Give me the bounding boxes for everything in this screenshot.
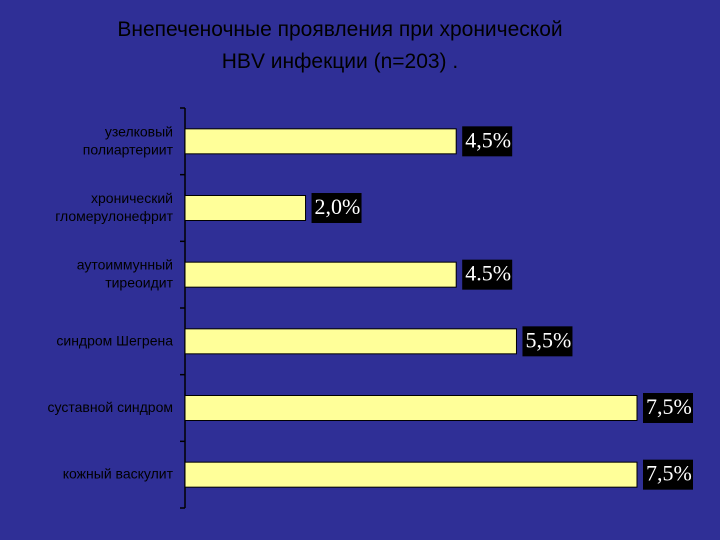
category-label: узелковый полиартериит <box>83 123 174 157</box>
value-label-box <box>643 459 693 490</box>
chart-title-line-1: Внепеченочные проявления при хронической <box>117 18 563 41</box>
chart-title-line-2: HBV инфекции (n=203) . <box>221 50 459 73</box>
category-label-line: узелковый <box>105 123 173 139</box>
value-label-box <box>522 326 573 357</box>
category-label: суставной синдром <box>48 399 173 415</box>
category-label-line: синдром Шегрена <box>56 332 173 348</box>
value-label: 7,5% <box>646 394 692 419</box>
bar <box>184 461 638 488</box>
category-label-line: тиреоидит <box>105 274 173 290</box>
value-label: 4,5% <box>465 127 511 152</box>
category-label-line: хронический <box>91 190 173 206</box>
category-label-line: суставной синдром <box>48 399 173 415</box>
value-label: 5,5% <box>525 327 571 352</box>
bar <box>184 328 517 355</box>
value-label-box <box>311 193 362 223</box>
value-label-box <box>643 393 693 423</box>
bar <box>184 261 457 288</box>
value-label: 4.5% <box>465 261 511 286</box>
category-label: хронический гломерулонефрит <box>55 190 173 224</box>
bar <box>184 195 307 221</box>
value-label-box <box>462 259 513 290</box>
category-label-line: аутоиммунный <box>77 256 173 272</box>
category-label-line: полиартериит <box>83 141 174 157</box>
category-label: кожный васкулит <box>63 465 174 481</box>
value-label: 2,0% <box>315 194 361 219</box>
category-label-line: кожный васкулит <box>63 465 174 481</box>
value-label-box <box>462 126 513 157</box>
category-label: аутоиммунный тиреоидит <box>77 256 174 290</box>
bar <box>184 128 457 155</box>
category-label-line: гломерулонефрит <box>55 208 173 224</box>
category-label: синдром Шегрена <box>56 332 173 348</box>
value-label: 7,5% <box>646 461 692 486</box>
bar <box>184 395 638 421</box>
